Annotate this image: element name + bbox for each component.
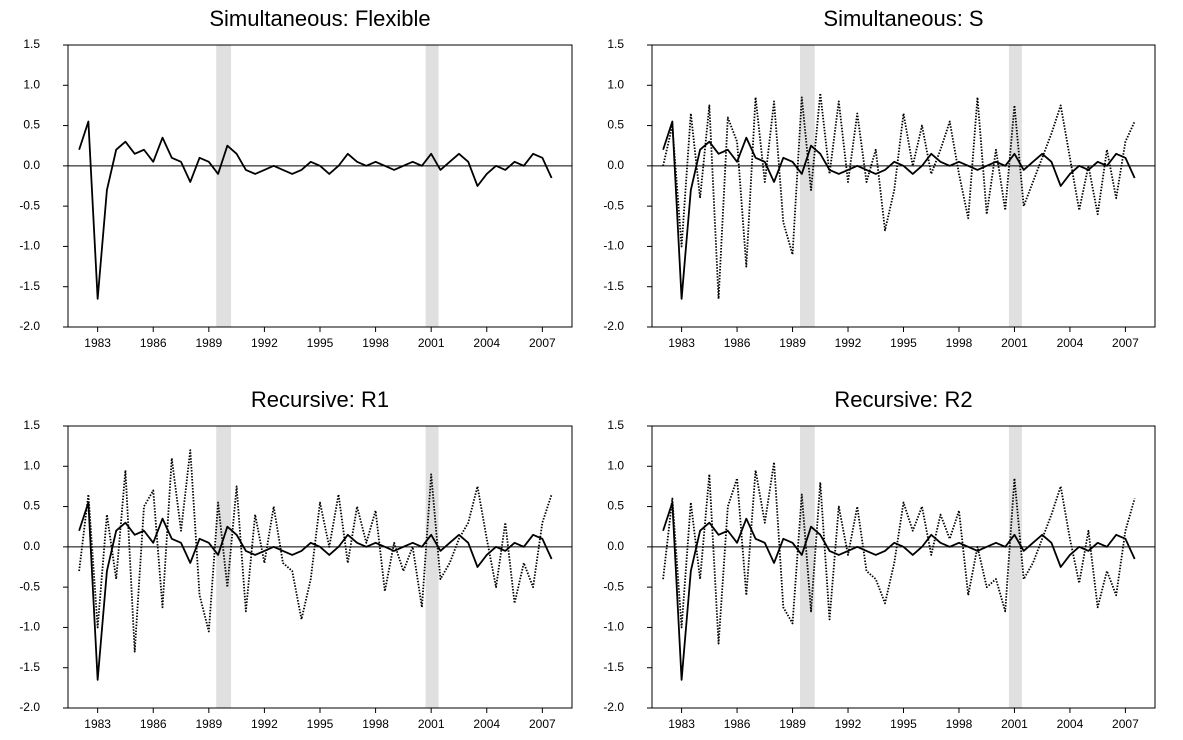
- recession-band: [799, 426, 815, 708]
- x-tick-label: 1986: [724, 336, 751, 350]
- plot-frame: [651, 44, 1156, 328]
- series-line: [662, 461, 1136, 645]
- y-tick-label: -1.5: [19, 279, 40, 293]
- y-tick-label: 1.0: [607, 458, 624, 472]
- y-tick-label: 1.5: [23, 418, 40, 432]
- series-line: [662, 120, 1136, 300]
- x-tick-label: 2007: [529, 717, 556, 731]
- series-line: [78, 120, 553, 300]
- panel: Simultaneous: S -2.0 -1.5 -1.0 -0.5 0.0 0.5 1.0…: [603, 6, 1156, 350]
- y-tick-label: -1.5: [603, 660, 624, 674]
- x-tick-label: 2004: [1057, 717, 1084, 731]
- x-tick-label: 1986: [140, 336, 167, 350]
- plot-frame: [67, 425, 573, 709]
- x-tick-label: 2001: [418, 717, 445, 731]
- y-tick-label: -2.0: [19, 700, 40, 714]
- x-tick-label: 1983: [668, 336, 695, 350]
- x-tick-label: 1989: [195, 336, 222, 350]
- series-line: [78, 501, 553, 681]
- y-tick-label: -1.0: [603, 620, 624, 634]
- y-tick-label: -1.5: [603, 279, 624, 293]
- x-tick-label: 1986: [724, 717, 751, 731]
- recession-band: [216, 426, 232, 708]
- x-tick-label: 1989: [779, 717, 806, 731]
- y-tick-label: 1.0: [607, 77, 624, 91]
- y-tick-label: -0.5: [19, 198, 40, 212]
- x-tick-label: 1998: [946, 717, 973, 731]
- x-tick-label: 1995: [890, 336, 917, 350]
- x-tick-label: 2007: [1112, 336, 1139, 350]
- chart-title: Recursive: R1: [251, 387, 389, 412]
- y-tick-label: 0.0: [607, 539, 624, 553]
- recession-band: [1008, 426, 1022, 708]
- panel: Recursive: R2 -2.0 -1.5 -1.0 -0.5 0.0 0.5 1.0 1.…: [603, 387, 1156, 731]
- y-tick-label: -1.0: [603, 239, 624, 253]
- y-tick-label: -2.0: [19, 319, 40, 333]
- y-tick-label: 0.0: [23, 158, 40, 172]
- y-tick-label: -0.5: [603, 198, 624, 212]
- panel: Simultaneous: Flexible -2.0 -1.5 -1.0 -0.5 0.…: [19, 6, 573, 350]
- x-tick-label: 2007: [1112, 717, 1139, 731]
- x-tick-label: 1983: [84, 336, 111, 350]
- series-line: [78, 449, 553, 653]
- y-tick-label: 1.0: [23, 77, 40, 91]
- x-tick-label: 1983: [668, 717, 695, 731]
- y-tick-label: -2.0: [603, 700, 624, 714]
- x-tick-label: 2004: [1057, 336, 1084, 350]
- y-tick-label: 0.5: [23, 118, 40, 132]
- y-tick-label: -1.0: [19, 620, 40, 634]
- x-tick-label: 1998: [946, 336, 973, 350]
- x-tick-label: 2001: [418, 336, 445, 350]
- recession-band: [425, 45, 439, 327]
- x-tick-label: 1998: [362, 336, 389, 350]
- x-tick-label: 1995: [307, 336, 334, 350]
- chart-title: Simultaneous: S: [823, 6, 983, 31]
- y-tick-label: 0.0: [607, 158, 624, 172]
- x-tick-label: 1989: [779, 336, 806, 350]
- x-tick-label: 1989: [195, 717, 222, 731]
- x-tick-label: 2001: [1001, 336, 1028, 350]
- x-tick-label: 1992: [835, 717, 862, 731]
- x-tick-label: 1992: [835, 336, 862, 350]
- y-tick-label: -1.5: [19, 660, 40, 674]
- x-tick-label: 1986: [140, 717, 167, 731]
- series-line: [662, 92, 1136, 300]
- y-tick-label: -1.0: [19, 239, 40, 253]
- x-tick-label: 1992: [251, 336, 278, 350]
- y-tick-label: 1.5: [607, 37, 624, 51]
- y-tick-label: 0.5: [607, 499, 624, 513]
- recession-band: [1008, 45, 1022, 327]
- x-tick-label: 2004: [473, 717, 500, 731]
- y-tick-label: 1.0: [23, 458, 40, 472]
- x-tick-label: 1995: [890, 717, 917, 731]
- recession-band: [216, 45, 232, 327]
- panel: Recursive: R1 -2.0 -1.5 -1.0 -0.5 0.0 0.5 1.0 1.…: [19, 387, 573, 731]
- y-tick-label: 0.5: [607, 118, 624, 132]
- y-tick-label: -0.5: [603, 579, 624, 593]
- y-tick-label: 1.5: [23, 37, 40, 51]
- x-tick-label: 2004: [473, 336, 500, 350]
- y-tick-label: 1.5: [607, 418, 624, 432]
- y-tick-label: -2.0: [603, 319, 624, 333]
- chart-title: Recursive: R2: [834, 387, 972, 412]
- x-tick-label: 2001: [1001, 717, 1028, 731]
- x-tick-label: 1983: [84, 717, 111, 731]
- x-tick-label: 1992: [251, 717, 278, 731]
- chart-title: Simultaneous: Flexible: [209, 6, 430, 31]
- y-tick-label: -0.5: [19, 579, 40, 593]
- y-tick-label: 0.0: [23, 539, 40, 553]
- y-tick-label: 0.5: [23, 499, 40, 513]
- recession-band: [799, 45, 815, 327]
- x-tick-label: 1998: [362, 717, 389, 731]
- plot-frame: [67, 44, 573, 328]
- recession-band: [425, 426, 439, 708]
- plot-frame: [651, 425, 1156, 709]
- x-tick-label: 2007: [529, 336, 556, 350]
- x-tick-label: 1995: [307, 717, 334, 731]
